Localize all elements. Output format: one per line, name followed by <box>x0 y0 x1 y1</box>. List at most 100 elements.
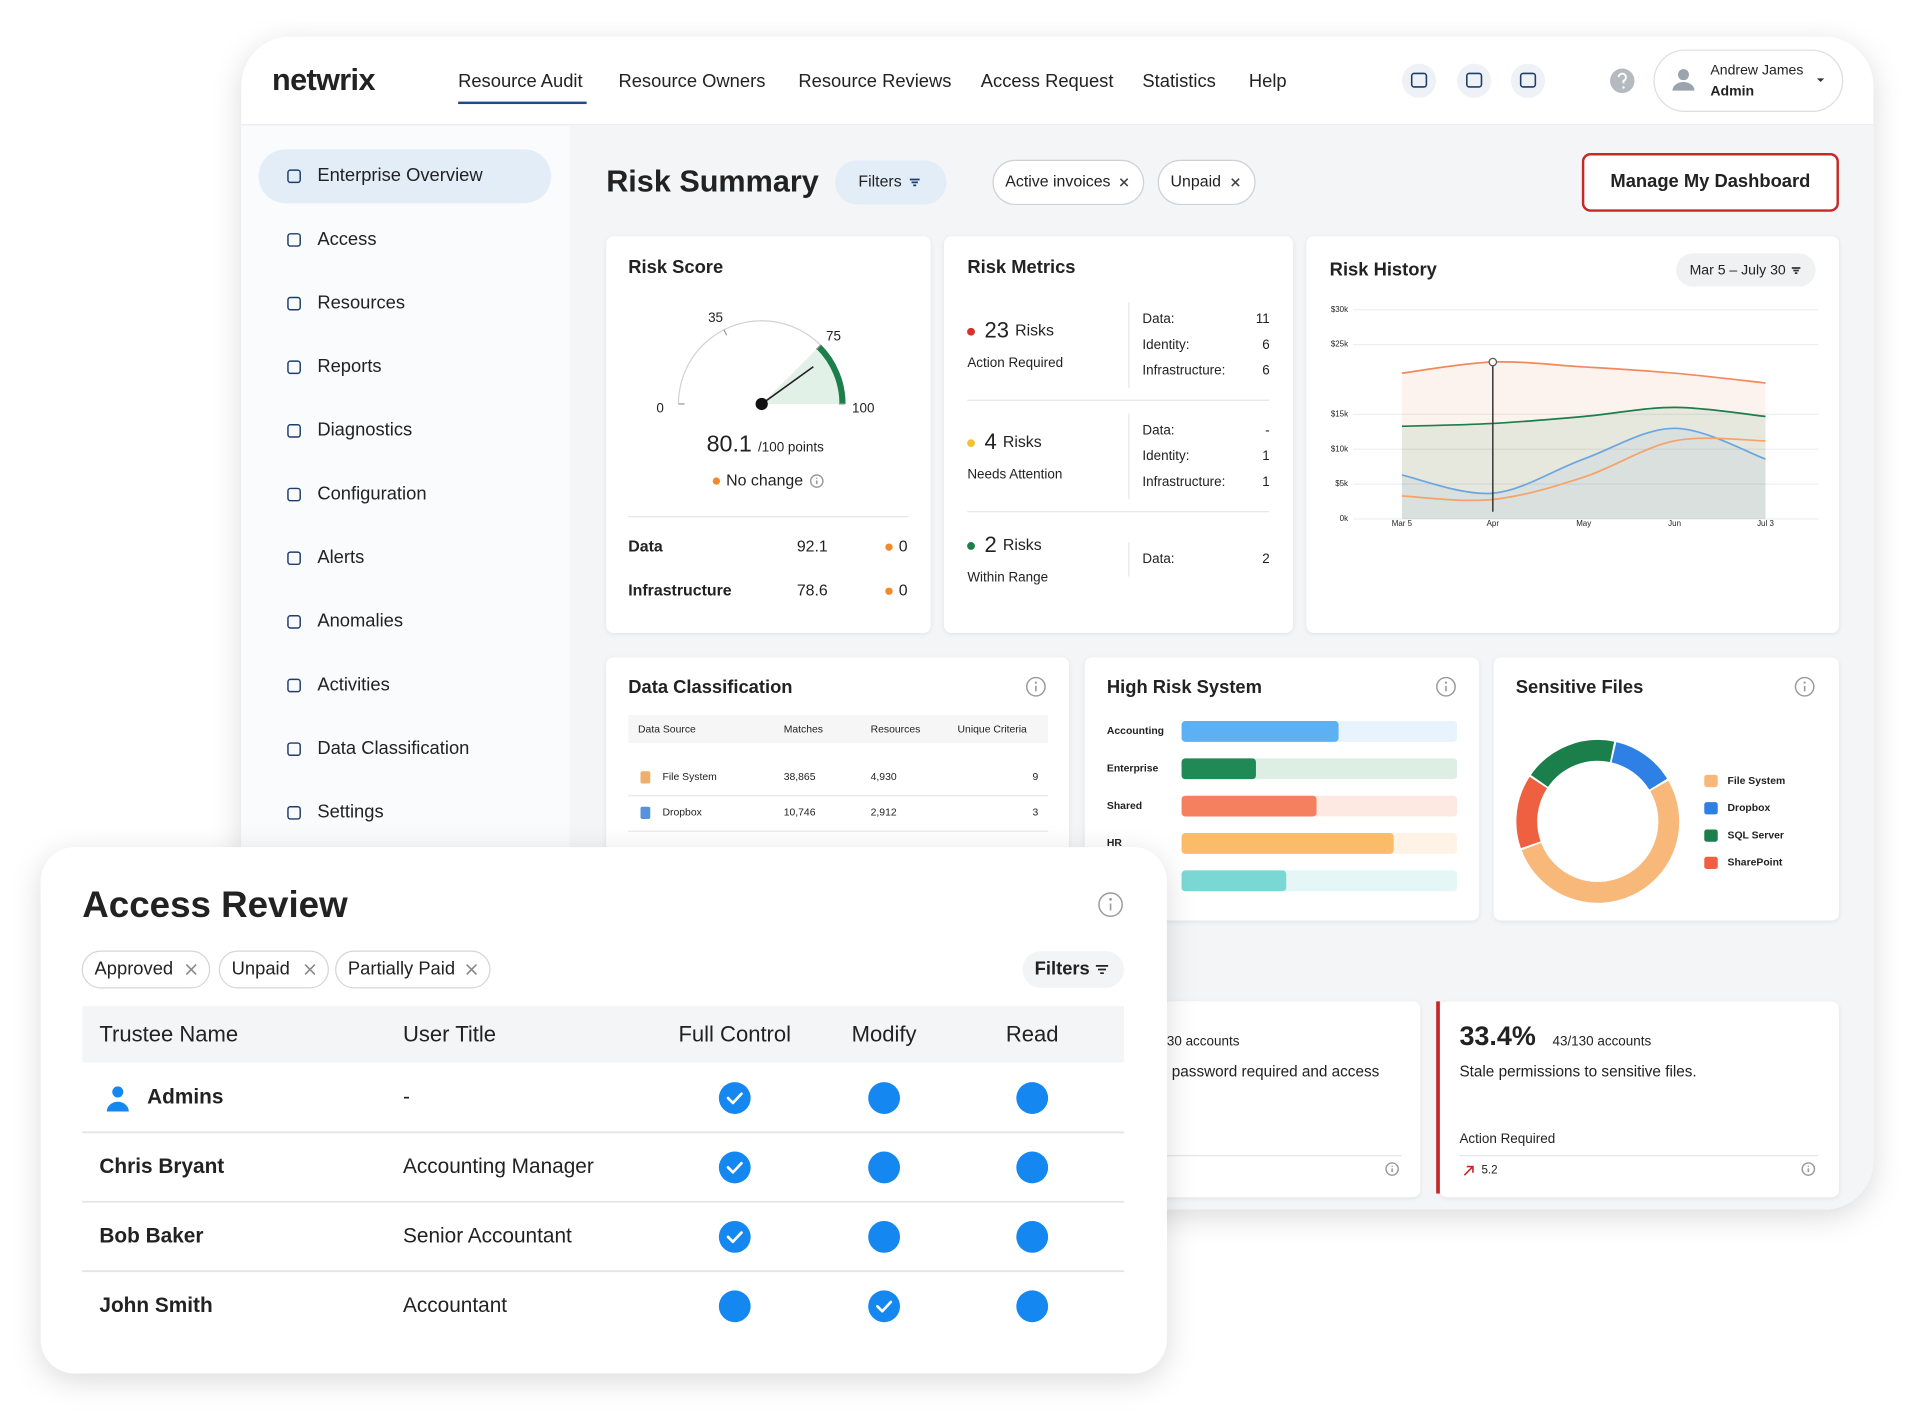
permission-checked[interactable] <box>718 1151 751 1184</box>
y-tick-label: $30k <box>1331 305 1348 314</box>
permission[interactable] <box>718 1290 751 1323</box>
hover-point <box>1488 357 1498 367</box>
filter-chip-label: Unpaid <box>232 957 290 978</box>
y-tick-label: $5k <box>1335 479 1348 488</box>
bar <box>1181 833 1394 854</box>
toolbar-button[interactable] <box>1401 63 1437 98</box>
risk-row-name: Identity: <box>1142 448 1189 463</box>
stat-accounts: 43/130 accounts <box>1552 1033 1651 1048</box>
stat-accent <box>1436 1001 1440 1194</box>
filter-chip[interactable] <box>335 950 491 989</box>
filter-button[interactable] <box>835 160 947 205</box>
help-button[interactable] <box>1610 68 1635 94</box>
info-icon-dot <box>1391 1165 1393 1168</box>
sidebar-link[interactable]: Reports <box>317 355 381 376</box>
permission[interactable] <box>1016 1082 1049 1114</box>
sidebar-icon <box>287 169 301 184</box>
criteria: 3 <box>1033 808 1039 819</box>
sidebar-link[interactable]: Alerts <box>317 546 364 567</box>
filter-chip[interactable] <box>81 950 211 989</box>
sidebar-link[interactable]: Resources <box>317 291 405 312</box>
sidebar-link[interactable]: Enterprise Overview <box>317 164 483 185</box>
toolbar-button[interactable] <box>1510 63 1546 98</box>
info-icon <box>1794 676 1815 697</box>
score-unit: /100 points <box>758 440 824 455</box>
top-bar <box>241 36 1874 125</box>
table-header <box>628 714 1049 744</box>
column-header: Unique Criteria <box>958 724 1028 735</box>
permission[interactable] <box>1016 1290 1049 1323</box>
remove-icon <box>466 964 478 975</box>
risk-count-line: 23 Risks <box>984 318 1054 343</box>
help-glyph-dot <box>1622 86 1625 89</box>
score-row-change: 0 <box>899 538 908 555</box>
sidebar-link[interactable]: Data Classification <box>317 737 469 758</box>
nav-link[interactable]: Help <box>1249 70 1287 91</box>
permission[interactable] <box>1016 1151 1049 1184</box>
permission[interactable] <box>868 1082 901 1114</box>
check-mark <box>726 1161 743 1174</box>
sidebar-link[interactable]: Configuration <box>317 482 426 503</box>
user-title: Senior Accountant <box>403 1224 572 1247</box>
info-icon-dot <box>816 477 818 480</box>
info-icon-dot <box>1109 898 1112 901</box>
toolbar-button[interactable] <box>1457 63 1492 98</box>
permission[interactable] <box>1016 1220 1049 1253</box>
page-title: Risk Summary <box>606 165 819 199</box>
nav-link[interactable]: Access Request <box>981 70 1114 91</box>
card-title: Data Classification <box>628 676 792 697</box>
permission[interactable] <box>868 1220 901 1253</box>
y-tick-label: 0k <box>1340 514 1348 523</box>
risk-row-name: Data: <box>1142 551 1174 566</box>
filter-button[interactable] <box>1022 951 1125 988</box>
legend-label: SharePoint <box>1728 858 1783 869</box>
matches: 10,746 <box>784 808 816 819</box>
legend-label: File System <box>1728 776 1786 787</box>
panel-title: Access Review <box>82 884 348 925</box>
date-range-button[interactable] <box>1676 253 1816 287</box>
filter-chip[interactable] <box>992 159 1145 206</box>
bar <box>1181 795 1317 817</box>
sidebar-link[interactable]: Diagnostics <box>317 419 412 440</box>
sidebar-link[interactable]: Anomalies <box>317 610 403 631</box>
user-name: Andrew James <box>1710 62 1803 78</box>
bar-label: Enterprise <box>1107 764 1159 775</box>
group-icon-head <box>112 1086 124 1098</box>
source-name: Dropbox <box>663 808 703 819</box>
sidebar-link[interactable]: Settings <box>317 801 383 822</box>
risk-row-name: Identity: <box>1142 337 1189 352</box>
donut-slice <box>1611 742 1668 791</box>
manage-dashboard-label: Manage My Dashboard <box>1610 170 1810 191</box>
permission-checked[interactable] <box>718 1082 751 1114</box>
risk-row-value: 1 <box>1262 448 1269 463</box>
filter-chip[interactable] <box>1157 159 1256 206</box>
donut-slice <box>1521 780 1680 903</box>
info-icon-dot <box>1444 681 1448 684</box>
permission-checked[interactable] <box>868 1290 901 1323</box>
sidebar-link[interactable]: Activities <box>317 673 389 694</box>
trustee-name: Admins <box>147 1086 223 1109</box>
legend-icon <box>1704 856 1718 870</box>
nav-link[interactable]: Resource Audit <box>458 70 583 91</box>
risk-metrics-card <box>944 236 1293 633</box>
sidebar-icon <box>287 360 301 375</box>
bar-label: HR <box>1107 838 1123 849</box>
manage-dashboard-button[interactable] <box>1581 153 1839 212</box>
gauge-tick-label: 100 <box>852 400 874 415</box>
permission[interactable] <box>868 1151 901 1184</box>
toolbar-icon <box>1465 72 1483 88</box>
permission-checked[interactable] <box>718 1220 751 1253</box>
status-dot <box>712 477 721 485</box>
user-menu[interactable] <box>1653 49 1844 113</box>
bar <box>1181 721 1339 742</box>
user-menu-caret <box>1816 78 1825 83</box>
y-tick-label: $15k <box>1331 409 1348 418</box>
stat-description: password required and access <box>1172 1063 1380 1080</box>
filter-chip[interactable] <box>218 950 329 989</box>
nav-link[interactable]: Statistics <box>1142 70 1215 91</box>
nav-link[interactable]: Resource Reviews <box>798 70 951 91</box>
sidebar-link[interactable]: Access <box>317 228 376 249</box>
nav-link[interactable]: Resource Owners <box>618 70 765 91</box>
avatar-head <box>1677 69 1689 81</box>
